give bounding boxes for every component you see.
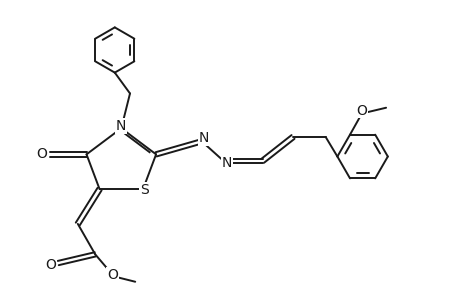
Text: N: N [116,119,126,133]
Text: N: N [221,156,232,170]
Text: S: S [140,183,148,197]
Text: O: O [45,258,56,272]
Text: O: O [36,147,47,161]
Text: N: N [198,131,209,145]
Text: O: O [107,268,118,282]
Text: O: O [356,104,367,118]
